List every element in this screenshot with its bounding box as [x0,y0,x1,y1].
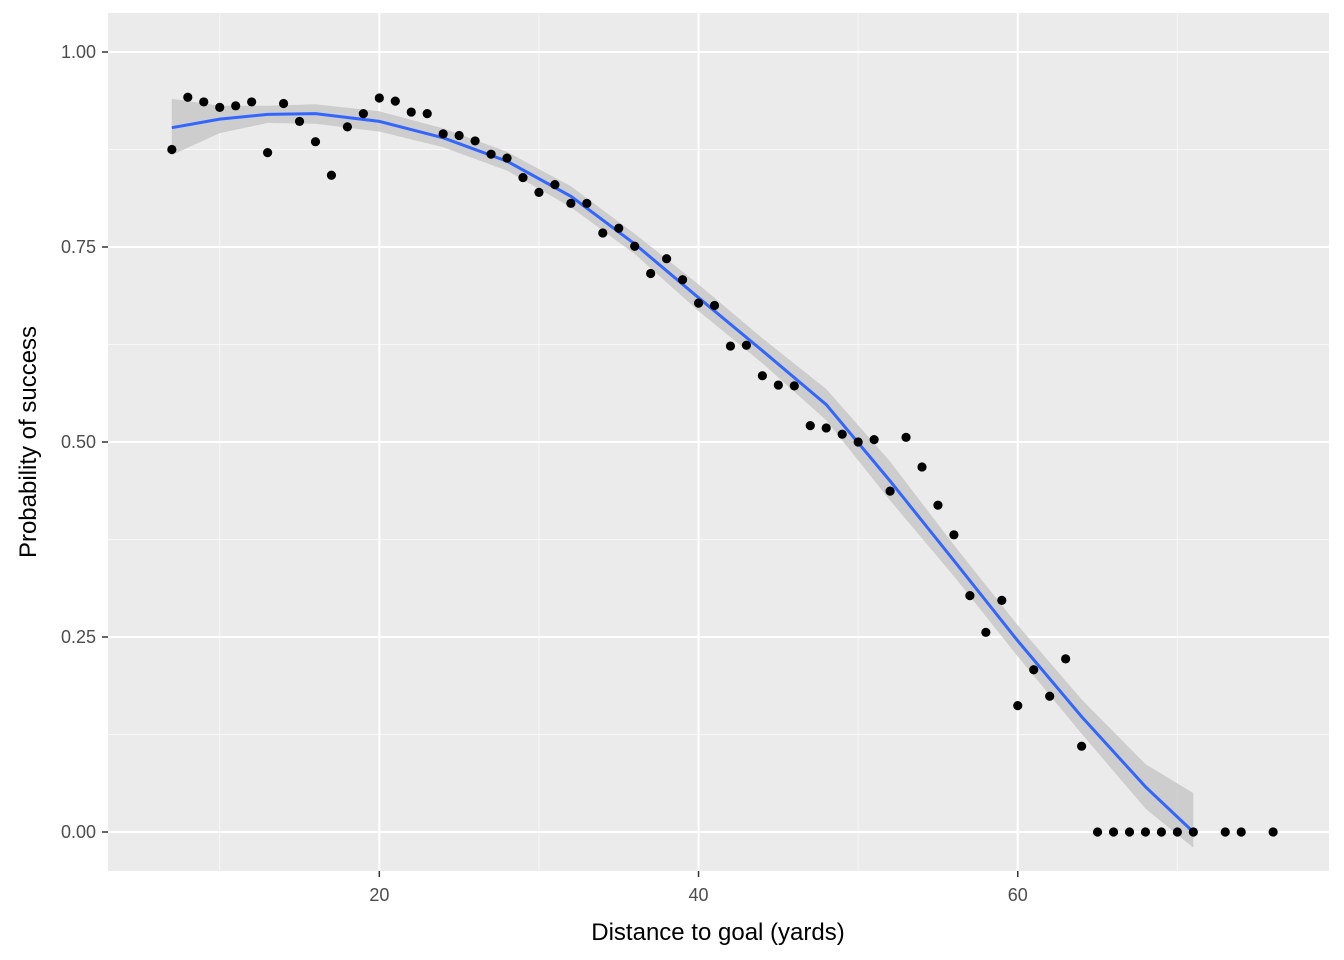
data-point [1045,691,1055,701]
data-point [933,500,943,510]
data-point [837,429,847,439]
data-point [342,122,353,132]
data-point [885,486,895,496]
y-tick-label: 0.75 [61,237,96,257]
data-point [630,241,640,251]
data-point [821,423,831,433]
y-tick-label: 0.50 [61,432,96,452]
data-point [566,198,576,208]
data-point [1268,827,1278,837]
data-point [598,228,608,238]
data-point [231,101,241,111]
data-point [183,92,193,102]
data-point [1188,827,1198,837]
smooth-line [171,112,1195,834]
data-point [278,98,289,109]
data-point [502,153,512,163]
data-point [247,97,257,107]
data-point [709,300,720,311]
data-point [294,116,305,127]
data-point [869,435,879,445]
data-point [199,97,209,107]
data-point [1124,827,1135,837]
data-point [470,136,480,146]
data-point [1029,665,1039,675]
data-point [1140,827,1151,837]
data-point [310,137,321,147]
x-tick-label: 20 [369,885,389,905]
data-point [1156,827,1167,837]
data-point [1092,827,1103,837]
y-axis-title: Probability of success [15,326,42,558]
data-point [646,268,656,279]
data-point [1172,827,1182,837]
data-point [901,432,911,442]
data-point [693,298,704,308]
data-point [949,530,959,540]
data-point [454,130,464,141]
data-point [374,93,384,103]
y-tick-label: 0.25 [61,627,96,647]
data-point [757,371,767,381]
data-point [534,187,544,197]
data-point [263,148,273,158]
data-point [438,129,448,139]
data-point [853,437,863,447]
data-point [518,172,528,183]
x-axis-title: Distance to goal (yards) [591,919,844,946]
x-tick-label: 60 [1008,885,1028,905]
data-point [677,275,688,285]
data-point [390,96,400,106]
data-point [422,109,432,119]
data-point [1220,827,1230,837]
data-point [741,340,752,350]
x-axis: 20 40 60 [369,871,1028,905]
data-point [917,462,927,472]
data-point [1013,701,1023,711]
data-point [614,223,624,233]
y-axis: 0.00 0.25 0.50 0.75 1.00 [61,42,108,842]
data-points [167,92,1278,837]
data-point [215,102,225,112]
x-tick-label: 40 [689,885,709,905]
data-point [662,254,672,264]
data-point [997,595,1007,605]
data-point [358,109,368,119]
y-tick-label: 1.00 [61,42,96,62]
data-point [582,198,592,208]
data-point [981,627,991,637]
data-point [725,341,736,351]
data-point [1077,741,1087,751]
data-point [789,381,799,391]
data-point [486,149,496,159]
data-point [1061,654,1071,664]
data-point [167,144,177,155]
data-point [550,180,560,190]
data-point [805,421,815,431]
data-point [773,380,783,390]
y-tick-label: 0.00 [61,822,96,842]
data-point [1236,827,1246,837]
data-point [965,591,975,601]
data-point [326,170,337,180]
data-point [406,107,416,117]
data-point [1108,827,1119,837]
